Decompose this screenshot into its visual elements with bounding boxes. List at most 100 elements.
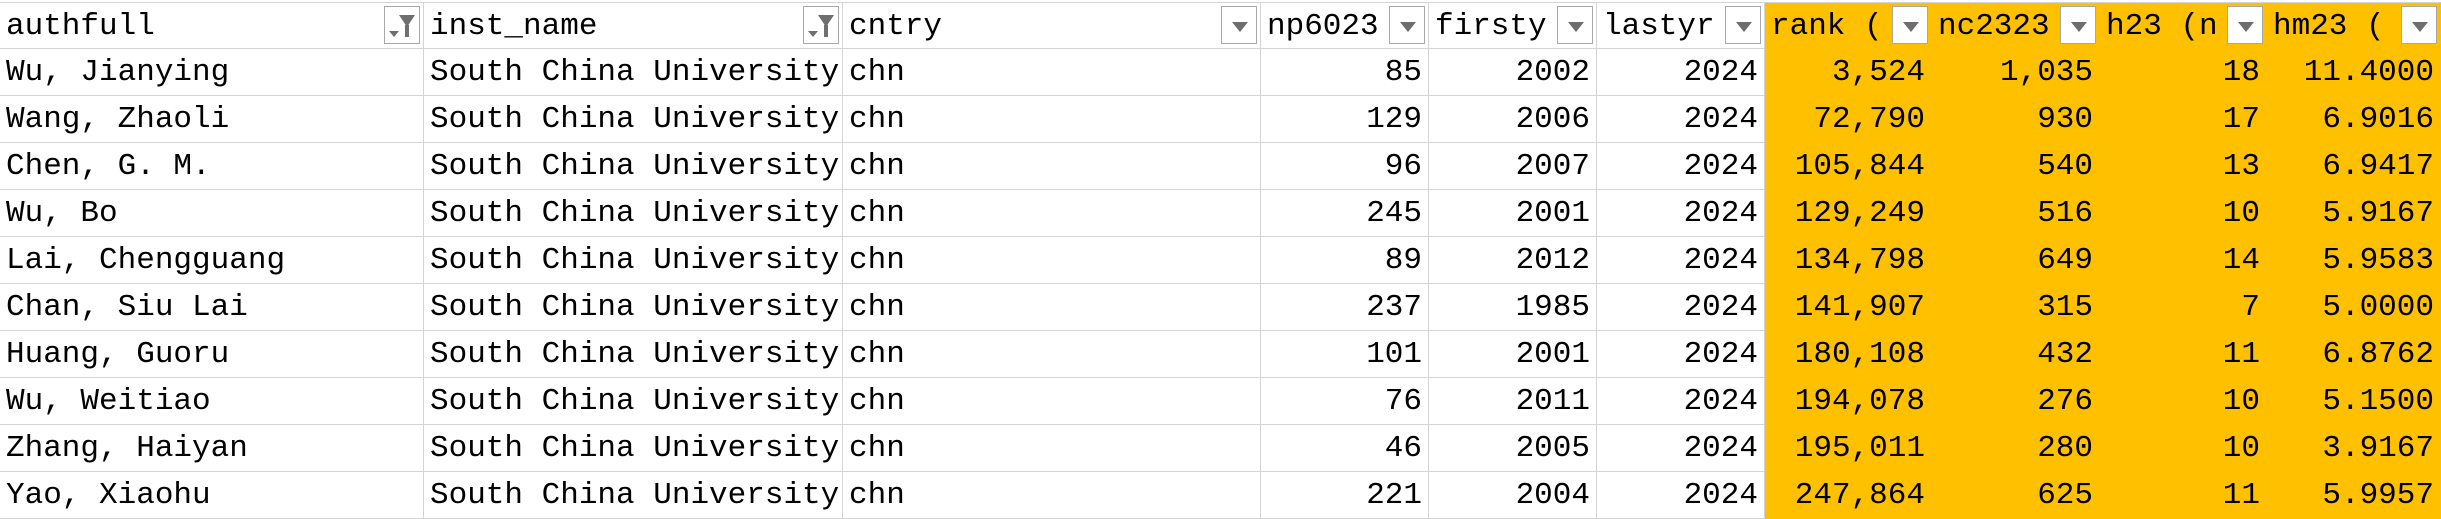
cell-hm23[interactable]: 5.9167 — [2267, 190, 2441, 237]
cell-np6023[interactable]: 89 — [1261, 237, 1429, 284]
cell-rank[interactable]: 129,249 — [1765, 190, 1932, 237]
cell-nc2323[interactable]: 649 — [1932, 237, 2100, 284]
cell-h23[interactable]: 13 — [2100, 143, 2267, 190]
cell-rank[interactable]: 3,524 — [1765, 49, 1932, 96]
cell-inst-name[interactable]: South China University — [424, 425, 843, 472]
cell-cntry[interactable]: chn — [843, 425, 1261, 472]
cell-np6023[interactable]: 129 — [1261, 96, 1429, 143]
cell-authfull[interactable]: Yao, Xiaohu — [0, 472, 424, 519]
cell-nc2323[interactable]: 280 — [1932, 425, 2100, 472]
filter-button-authfull[interactable] — [384, 6, 420, 44]
cell-nc2323[interactable]: 540 — [1932, 143, 2100, 190]
cell-authfull[interactable]: Wu, Weitiao — [0, 378, 424, 425]
cell-lastyr[interactable]: 2024 — [1597, 378, 1765, 425]
cell-h23[interactable]: 10 — [2100, 378, 2267, 425]
filter-button-cntry[interactable] — [1221, 6, 1257, 44]
column-header-nc2323[interactable]: nc2323 — [1932, 2, 2100, 49]
cell-hm23[interactable]: 6.9417 — [2267, 143, 2441, 190]
cell-np6023[interactable]: 76 — [1261, 378, 1429, 425]
column-header-h23[interactable]: h23 (n — [2100, 2, 2267, 49]
cell-firsty[interactable]: 2001 — [1429, 190, 1597, 237]
cell-firsty[interactable]: 2011 — [1429, 378, 1597, 425]
column-header-hm23[interactable]: hm23 ( — [2267, 2, 2441, 49]
cell-lastyr[interactable]: 2024 — [1597, 96, 1765, 143]
cell-h23[interactable]: 14 — [2100, 237, 2267, 284]
filter-button-hm23[interactable] — [2401, 6, 2437, 44]
cell-firsty[interactable]: 2007 — [1429, 143, 1597, 190]
cell-nc2323[interactable]: 432 — [1932, 331, 2100, 378]
cell-np6023[interactable]: 101 — [1261, 331, 1429, 378]
column-header-lastyr[interactable]: lastyr — [1597, 2, 1765, 49]
filter-button-lastyr[interactable] — [1725, 6, 1761, 44]
cell-lastyr[interactable]: 2024 — [1597, 190, 1765, 237]
cell-np6023[interactable]: 85 — [1261, 49, 1429, 96]
cell-authfull[interactable]: Chan, Siu Lai — [0, 284, 424, 331]
cell-hm23[interactable]: 3.9167 — [2267, 425, 2441, 472]
cell-lastyr[interactable]: 2024 — [1597, 143, 1765, 190]
cell-authfull[interactable]: Huang, Guoru — [0, 331, 424, 378]
cell-nc2323[interactable]: 276 — [1932, 378, 2100, 425]
cell-h23[interactable]: 10 — [2100, 190, 2267, 237]
cell-np6023[interactable]: 245 — [1261, 190, 1429, 237]
cell-hm23[interactable]: 5.1500 — [2267, 378, 2441, 425]
cell-authfull[interactable]: Wu, Bo — [0, 190, 424, 237]
cell-nc2323[interactable]: 1,035 — [1932, 49, 2100, 96]
cell-hm23[interactable]: 5.9957 — [2267, 472, 2441, 519]
cell-firsty[interactable]: 2012 — [1429, 237, 1597, 284]
cell-h23[interactable]: 18 — [2100, 49, 2267, 96]
column-header-inst-name[interactable]: inst_name — [424, 2, 843, 49]
cell-hm23[interactable]: 6.8762 — [2267, 331, 2441, 378]
filter-button-firsty[interactable] — [1557, 6, 1593, 44]
cell-h23[interactable]: 7 — [2100, 284, 2267, 331]
cell-nc2323[interactable]: 930 — [1932, 96, 2100, 143]
cell-inst-name[interactable]: South China University — [424, 49, 843, 96]
cell-firsty[interactable]: 2001 — [1429, 331, 1597, 378]
cell-cntry[interactable]: chn — [843, 96, 1261, 143]
cell-lastyr[interactable]: 2024 — [1597, 331, 1765, 378]
filter-button-nc2323[interactable] — [2060, 6, 2096, 44]
cell-nc2323[interactable]: 516 — [1932, 190, 2100, 237]
cell-h23[interactable]: 11 — [2100, 472, 2267, 519]
filter-button-inst-name[interactable] — [803, 6, 839, 44]
cell-rank[interactable]: 194,078 — [1765, 378, 1932, 425]
cell-authfull[interactable]: Wu, Jianying — [0, 49, 424, 96]
cell-rank[interactable]: 195,011 — [1765, 425, 1932, 472]
cell-cntry[interactable]: chn — [843, 284, 1261, 331]
cell-np6023[interactable]: 221 — [1261, 472, 1429, 519]
cell-cntry[interactable]: chn — [843, 143, 1261, 190]
column-header-np6023[interactable]: np6023 — [1261, 2, 1429, 49]
cell-authfull[interactable]: Chen, G. M. — [0, 143, 424, 190]
cell-cntry[interactable]: chn — [843, 378, 1261, 425]
cell-authfull[interactable]: Zhang, Haiyan — [0, 425, 424, 472]
cell-lastyr[interactable]: 2024 — [1597, 425, 1765, 472]
cell-np6023[interactable]: 96 — [1261, 143, 1429, 190]
cell-rank[interactable]: 180,108 — [1765, 331, 1932, 378]
cell-inst-name[interactable]: South China University — [424, 284, 843, 331]
cell-h23[interactable]: 17 — [2100, 96, 2267, 143]
cell-hm23[interactable]: 5.0000 — [2267, 284, 2441, 331]
cell-rank[interactable]: 72,790 — [1765, 96, 1932, 143]
cell-cntry[interactable]: chn — [843, 472, 1261, 519]
cell-inst-name[interactable]: South China University — [424, 237, 843, 284]
cell-hm23[interactable]: 6.9016 — [2267, 96, 2441, 143]
cell-inst-name[interactable]: South China University — [424, 190, 843, 237]
cell-nc2323[interactable]: 315 — [1932, 284, 2100, 331]
cell-cntry[interactable]: chn — [843, 49, 1261, 96]
filter-button-np6023[interactable] — [1389, 6, 1425, 44]
column-header-rank[interactable]: rank ( — [1765, 2, 1932, 49]
cell-rank[interactable]: 134,798 — [1765, 237, 1932, 284]
cell-inst-name[interactable]: South China University — [424, 143, 843, 190]
cell-hm23[interactable]: 11.4000 — [2267, 49, 2441, 96]
cell-lastyr[interactable]: 2024 — [1597, 472, 1765, 519]
cell-rank[interactable]: 105,844 — [1765, 143, 1932, 190]
cell-inst-name[interactable]: South China University — [424, 472, 843, 519]
cell-cntry[interactable]: chn — [843, 237, 1261, 284]
cell-rank[interactable]: 247,864 — [1765, 472, 1932, 519]
filter-button-h23[interactable] — [2227, 6, 2263, 44]
cell-h23[interactable]: 11 — [2100, 331, 2267, 378]
cell-lastyr[interactable]: 2024 — [1597, 237, 1765, 284]
cell-rank[interactable]: 141,907 — [1765, 284, 1932, 331]
cell-firsty[interactable]: 2004 — [1429, 472, 1597, 519]
column-header-cntry[interactable]: cntry — [843, 2, 1261, 49]
cell-hm23[interactable]: 5.9583 — [2267, 237, 2441, 284]
